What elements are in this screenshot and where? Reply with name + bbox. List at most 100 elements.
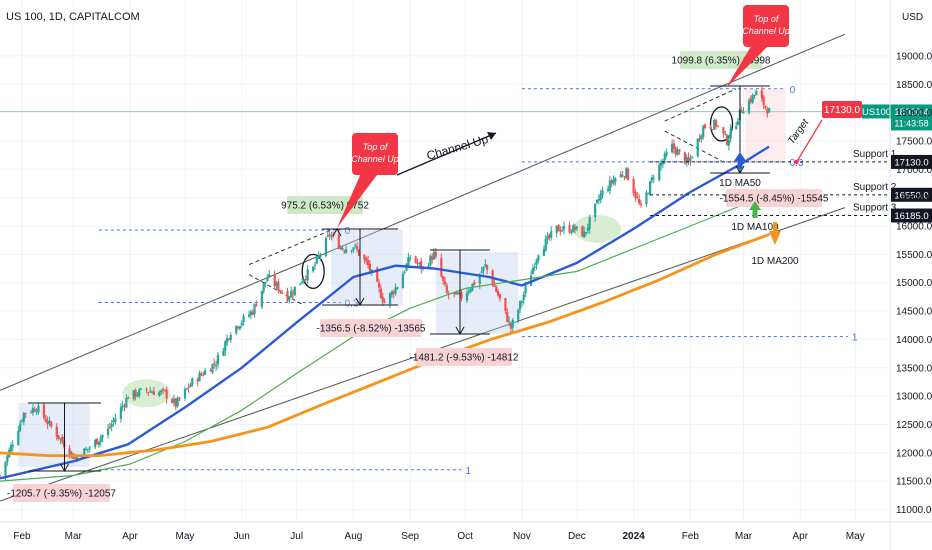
channel-arrow-head xyxy=(487,132,496,140)
candle-body xyxy=(255,304,258,307)
candle-body xyxy=(747,100,751,114)
candle-body xyxy=(68,448,71,456)
candle-body xyxy=(722,127,725,134)
fib-level-label: 0 xyxy=(345,226,351,237)
candle-body xyxy=(160,390,163,393)
candle-body xyxy=(315,256,318,264)
candle-body xyxy=(559,230,562,232)
measure-arrowhead xyxy=(355,297,365,307)
candle-body xyxy=(368,263,372,271)
candle-body xyxy=(473,282,476,285)
candle-body xyxy=(418,262,421,264)
candle-body xyxy=(575,226,578,229)
chart-title: US 100, 1D, CAPITALCOM xyxy=(6,11,140,23)
candle-body xyxy=(301,281,304,284)
candle-body xyxy=(456,293,459,295)
consolidation-oval xyxy=(122,379,171,408)
candle-body xyxy=(469,289,472,292)
candle-body xyxy=(700,135,703,139)
y-tick-label: 19000.00 xyxy=(896,51,932,62)
candle-body xyxy=(544,238,547,251)
grid xyxy=(0,0,890,522)
candle-body xyxy=(187,387,190,389)
candle-body xyxy=(403,271,406,273)
candle-body xyxy=(183,389,187,399)
candle-body xyxy=(114,418,117,422)
x-tick-label: May xyxy=(846,531,865,542)
candle-body xyxy=(134,389,137,397)
y-tick-label: 12000.00 xyxy=(896,448,932,459)
symbol-tag xyxy=(862,104,891,119)
ma-arrow xyxy=(769,222,781,245)
candle-body xyxy=(112,420,115,423)
candle-body xyxy=(724,133,727,135)
candle-body xyxy=(465,292,469,301)
ma-label: 1D MA50 xyxy=(719,178,761,189)
candle-body xyxy=(507,321,511,323)
candle-body xyxy=(625,167,628,179)
candle-body xyxy=(313,264,317,266)
candle-body xyxy=(645,192,648,205)
ma-line-1d-ma200 xyxy=(0,233,770,457)
candle-body xyxy=(264,281,267,284)
candle-body xyxy=(209,370,212,372)
rise-label-box xyxy=(287,196,363,214)
candle-body xyxy=(407,256,410,266)
y-tick-label: 17000.00 xyxy=(896,165,932,176)
candle-body xyxy=(420,261,423,269)
candle-body xyxy=(61,436,64,442)
x-tick-label: Feb xyxy=(13,531,31,542)
candle-body xyxy=(570,232,573,234)
candle-body xyxy=(121,405,124,408)
pattern-circle xyxy=(301,253,325,290)
candle-body xyxy=(149,391,152,393)
candle-body xyxy=(535,259,538,266)
candle-body xyxy=(9,445,13,452)
candle-body xyxy=(509,322,513,329)
candle-body xyxy=(427,265,430,268)
currency-label: USD xyxy=(902,12,923,23)
candle-body xyxy=(520,301,524,303)
candle-body xyxy=(627,168,630,181)
candle-body xyxy=(495,286,498,292)
candle-body xyxy=(341,247,344,250)
x-tick-label: Apr xyxy=(792,531,808,542)
candle-body xyxy=(460,292,463,299)
candle-body xyxy=(634,191,637,198)
candle-body xyxy=(286,290,289,302)
candle-body xyxy=(658,164,661,180)
callout-line-1: Top of xyxy=(363,142,389,152)
candle-body xyxy=(238,326,241,329)
candle-body xyxy=(83,448,86,458)
candle-body xyxy=(196,378,199,382)
candle-body xyxy=(174,398,177,407)
y-tick-label: 15500.00 xyxy=(896,250,932,261)
candle-body xyxy=(573,226,577,230)
rise-label: 975.2 (6.53%) 9752 xyxy=(281,201,369,212)
candle-body xyxy=(324,237,328,257)
callout-line-1: Top of xyxy=(754,14,780,24)
candle-body xyxy=(661,160,665,165)
candle-body xyxy=(59,438,62,440)
candle-body xyxy=(200,374,203,376)
x-tick-label: Mar xyxy=(735,531,753,542)
callout-box xyxy=(352,133,398,175)
candle-body xyxy=(97,441,100,445)
candle-body xyxy=(431,256,434,260)
candle-body xyxy=(586,227,589,231)
candle-body xyxy=(381,296,384,302)
moving-averages xyxy=(0,145,770,482)
candle-body xyxy=(557,224,560,232)
candle-body xyxy=(48,420,51,423)
measure-arrowhead xyxy=(735,165,745,175)
callout-box xyxy=(743,5,789,47)
candle-body xyxy=(696,138,699,157)
candle-body xyxy=(84,448,88,451)
y-tick-label: 14000.00 xyxy=(896,335,932,346)
candle-body xyxy=(766,109,769,114)
x-tick-label: Oct xyxy=(457,531,473,542)
candle-body xyxy=(161,389,165,391)
candle-body xyxy=(725,134,729,145)
candle-body xyxy=(88,447,91,449)
candle-body xyxy=(136,395,139,397)
